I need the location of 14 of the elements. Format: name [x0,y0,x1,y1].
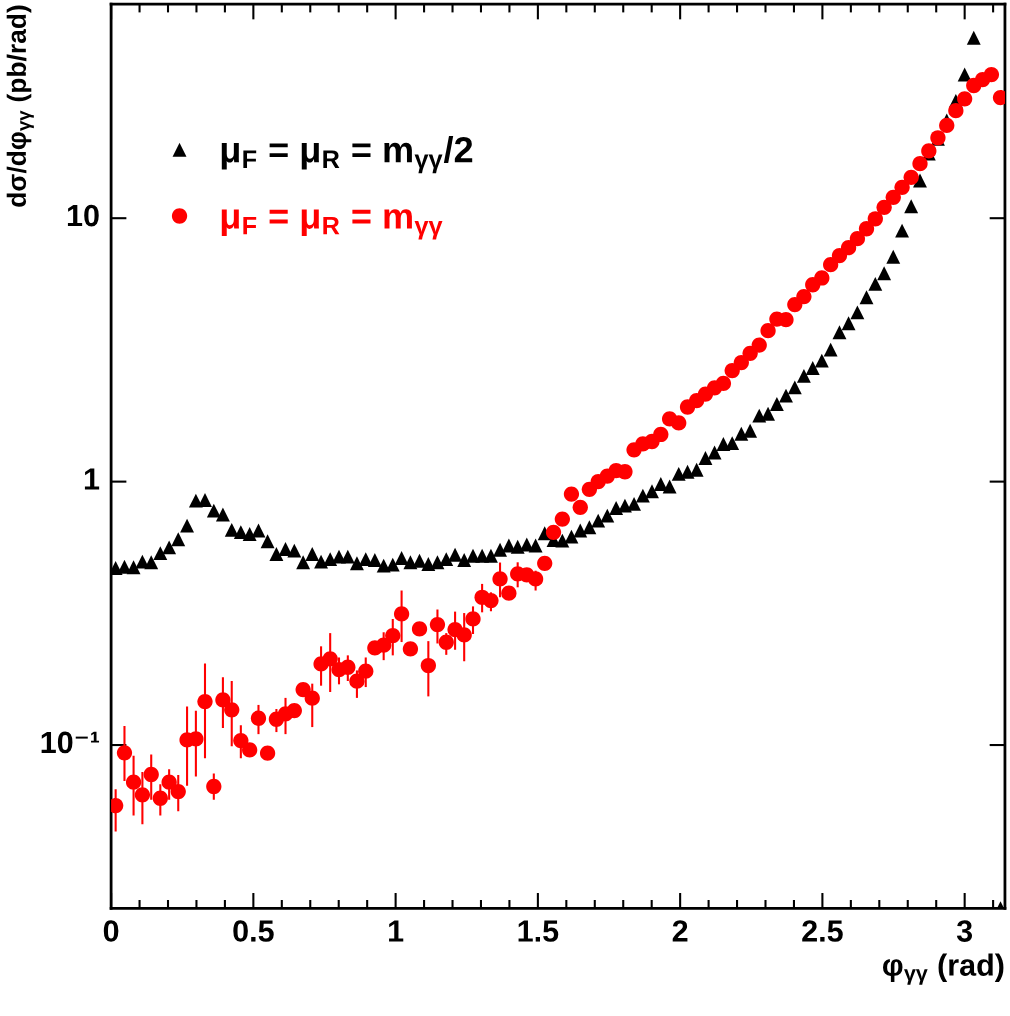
x-tick-label: 1 [389,920,404,942]
y-tick-label: 1 [84,468,100,490]
x-tick-label: 0 [103,920,119,942]
y-tick-label: 10⁻¹ [41,731,100,754]
x-tick-label: 2 [672,920,688,942]
legend-label: μ$_{F}$ = μ$_{R}$ = m$_{γγ}$ [221,209,443,240]
x-axis-title: φ$_{γγ}$ (rad) [883,953,1004,985]
legend-label: μ$_{F}$ = μ$_{R}$ = m$_{γγ}$/2 [221,136,473,174]
y-axis-title: dσ/dφ$_{γγ}$ (pb/rad) [6,5,34,207]
x-tick-label: 2.5 [802,920,843,942]
y-tick-label: 10 [67,204,99,227]
x-tick-label: 3 [956,920,973,942]
x-tick-label: 0.5 [233,920,274,942]
x-tick-label: 1.5 [518,920,559,942]
